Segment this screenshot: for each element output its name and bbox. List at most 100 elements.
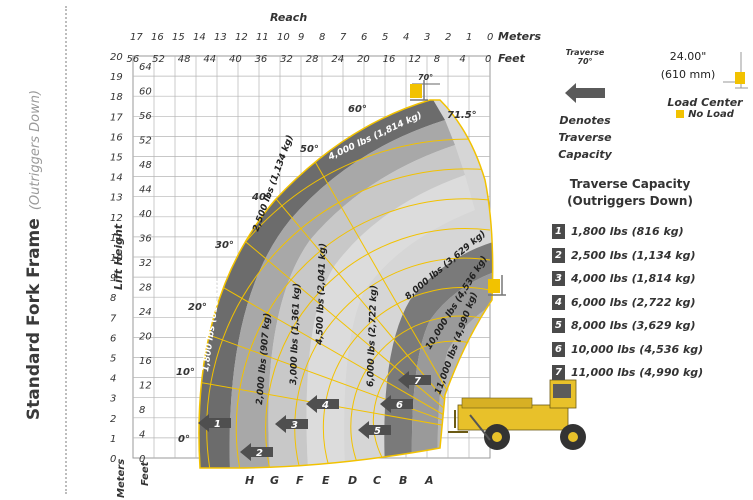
reach-meters-tick: 8 [319, 32, 325, 43]
reach-feet-tick: 52 [152, 54, 165, 65]
height-feet-tick: 32 [139, 258, 152, 269]
reach-meters-tick: 7 [340, 32, 347, 43]
traverse-arrow-shape [240, 443, 273, 461]
traverse-angle-label: 70° [418, 73, 433, 82]
traverse-capacity-value: 4,000 lbs (1,814 kg) [571, 272, 696, 286]
traverse-arrow: 1 [198, 414, 231, 432]
boom-angle-line [224, 223, 471, 431]
height-meters-tick: 16 [110, 132, 123, 143]
no-load-label: No Load [688, 109, 734, 120]
traverse-capacity-value: 6,000 lbs (2,722 kg) [571, 295, 696, 309]
reach-feet-tick: 56 [127, 54, 140, 65]
height-meters-tick: 8 [110, 293, 116, 304]
height-meters-tick: 19 [110, 72, 123, 83]
capacity-zone-label: 3,000 lbs (1,361 kg) [289, 283, 303, 385]
traverse-capacity-title-line2: (Outriggers Down) [567, 194, 693, 208]
traverse-key: Traverse 70° Denotes Traverse Capacity [540, 48, 630, 163]
height-meters-tick: 3 [110, 394, 116, 405]
traverse-capacity-item: 1 1,800 lbs (816 kg) [552, 220, 752, 244]
traverse-key-angle: 70° [577, 57, 593, 66]
height-meters-tick: 5 [110, 354, 116, 365]
extension-letter: H [245, 474, 254, 487]
denotes-line2: Capacity [558, 148, 612, 161]
boom-angle-line [198, 269, 471, 431]
capacity-zone-band [384, 240, 493, 468]
height-feet-tick: 40 [139, 209, 152, 220]
load-block [410, 84, 422, 98]
traverse-capacity-item: 2 2,500 lbs (1,134 kg) [552, 244, 752, 268]
boom-angle-label: 30° [215, 240, 234, 251]
traverse-arrow-shape [358, 421, 391, 439]
load-center-key: 24.00" (610 mm) Load Center No Load [655, 48, 753, 120]
boom-extension-lines [198, 138, 491, 468]
traverse-capacity-title-line1: Traverse Capacity [569, 177, 691, 191]
boom-extension-arc [322, 286, 491, 468]
height-feet-unit: Feet [140, 460, 151, 486]
height-meters-tick: 13 [110, 193, 123, 204]
traverse-arrow-number: 7 [414, 376, 421, 387]
height-meters-tick: 15 [110, 153, 123, 164]
capacity-zone-label: 6,000 lbs (2,722 kg) [366, 285, 380, 387]
capacity-zone-band [306, 175, 475, 468]
capacity-zone-band [198, 100, 445, 468]
reach-feet-tick: 20 [357, 54, 370, 65]
reach-meters-tick: 6 [361, 32, 367, 43]
traverse-capacity-item: 7 11,000 lbs (4,990 kg) [552, 361, 752, 385]
reach-meters-tick: 2 [445, 32, 451, 43]
boom-extension-arc [372, 340, 491, 468]
traverse-capacity-number: 5 [552, 318, 565, 334]
traverse-capacity-item: 4 6,000 lbs (2,722 kg) [552, 291, 752, 315]
height-feet-tick: 60 [139, 86, 152, 97]
reach-meters-tick: 1 [466, 32, 472, 43]
traverse-capacity-number: 4 [552, 294, 565, 310]
extension-letter: A [424, 474, 434, 487]
boom-angle-label: 71.5° [447, 110, 477, 121]
traverse-capacity-list: 1 1,800 lbs (816 kg) 2 2,500 lbs (1,134 kg… [552, 220, 752, 385]
traverse-arrow: 2 [240, 443, 273, 461]
height-meters-tick: 11 [110, 233, 123, 244]
height-feet-tick: 56 [139, 111, 152, 122]
boom-angle-label: 10° [176, 367, 195, 378]
traverse-arrow-shape [398, 371, 431, 389]
boom-angle-label: 40° [251, 192, 271, 203]
height-meters-tick: 17 [110, 112, 123, 123]
height-feet-tick: 28 [139, 282, 152, 293]
reach-meters-tick: 14 [193, 32, 206, 43]
height-feet-tick: 64 [139, 62, 152, 73]
reach-feet-tick: 24 [331, 54, 344, 65]
traverse-arrow-number: 4 [321, 400, 329, 411]
capacity-zone-label: 4,500 lbs (2,041 kg) [315, 243, 329, 346]
boom-angle-label: 20° [188, 302, 207, 313]
boom-extension-arc [235, 198, 491, 468]
height-meters-tick: 1 [110, 434, 116, 445]
height-feet-tick: 8 [139, 405, 145, 416]
reach-meters-tick: 16 [151, 32, 164, 43]
height-meters-tick: 2 [110, 414, 116, 425]
reach-feet-tick: 16 [383, 54, 396, 65]
boom-angle-label: 60° [348, 104, 367, 115]
load-center-metric: (610 mm) [660, 68, 716, 81]
traverse-capacity-title: Traverse Capacity (Outriggers Down) [540, 176, 720, 210]
traverse-arrow-shape [198, 414, 231, 432]
boom-angle-label: 50° [300, 144, 319, 155]
traverse-capacity-value: 1,800 lbs (816 kg) [571, 225, 684, 239]
reach-meters-tick: 15 [172, 32, 185, 43]
reach-meters-tick: 17 [130, 32, 143, 43]
reach-meters-tick: 4 [403, 32, 409, 43]
traverse-arrow-number: 1 [214, 419, 221, 430]
reach-meters-tick: 9 [298, 32, 304, 43]
height-feet-tick: 52 [139, 135, 152, 146]
reach-meters-tick: 11 [256, 32, 269, 43]
reach-meters-tick: 10 [277, 32, 290, 43]
traverse-capacity-number: 3 [552, 271, 565, 287]
capacity-zone-band [268, 145, 465, 468]
traverse-arrow-number: 2 [256, 448, 263, 459]
extension-letter: F [296, 474, 304, 487]
boom-extension-arc [265, 228, 491, 468]
height-meters-tick: 12 [110, 213, 123, 224]
reach-meters-tick: 0 [487, 32, 493, 43]
traverse-capacity-number: 2 [552, 247, 565, 263]
reach-feet-tick: 32 [280, 54, 293, 65]
